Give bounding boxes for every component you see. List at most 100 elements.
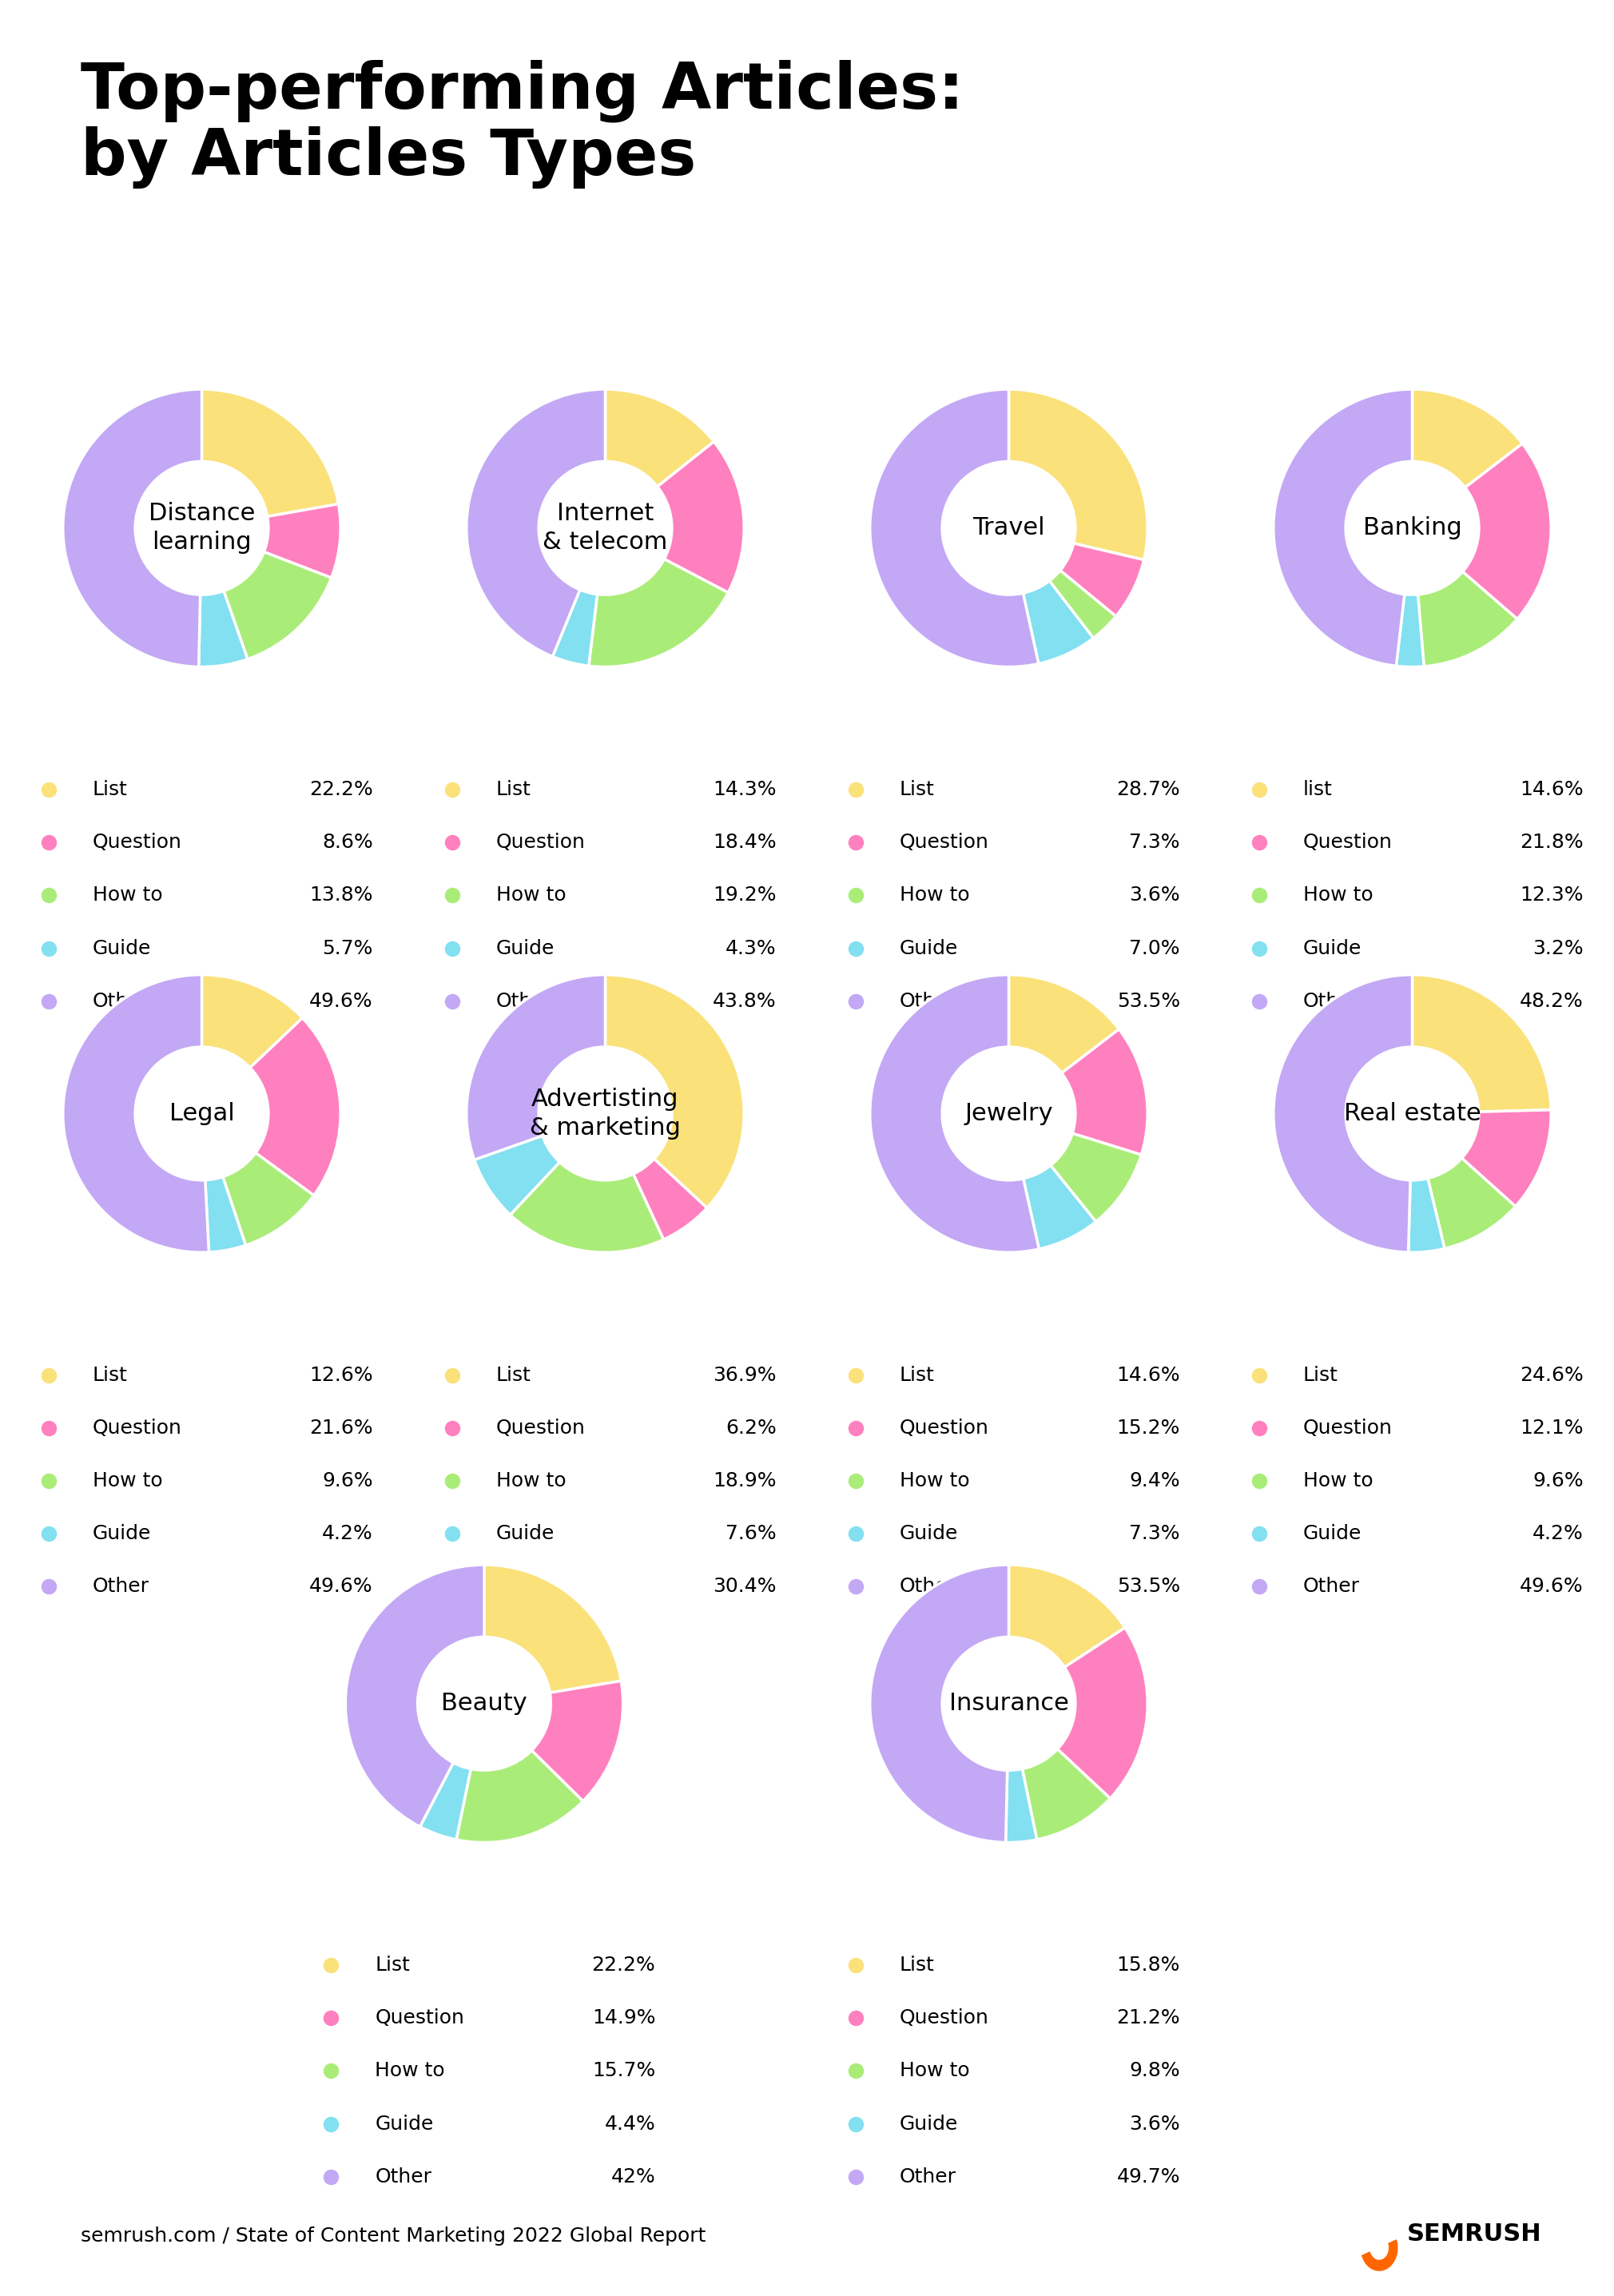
Text: How to: How to	[374, 2062, 445, 2080]
Text: 3.2%: 3.2%	[1533, 939, 1583, 957]
Text: by Articles Types: by Articles Types	[81, 126, 696, 188]
Text: List: List	[495, 1366, 531, 1384]
Text: 4.3%: 4.3%	[726, 939, 776, 957]
Text: Other: Other	[1302, 992, 1359, 1010]
Text: 15.7%: 15.7%	[592, 2062, 655, 2080]
Text: 14.6%: 14.6%	[1117, 1366, 1180, 1384]
Text: 48.2%: 48.2%	[1520, 992, 1583, 1010]
Text: Question: Question	[495, 1419, 586, 1437]
Wedge shape	[1009, 390, 1148, 560]
Text: How to: How to	[1302, 886, 1374, 905]
Text: List: List	[899, 781, 935, 799]
Wedge shape	[657, 441, 744, 592]
Text: list: list	[1302, 781, 1333, 799]
Wedge shape	[63, 976, 208, 1251]
Wedge shape	[224, 551, 331, 659]
Text: 18.4%: 18.4%	[713, 833, 776, 852]
Wedge shape	[870, 976, 1039, 1251]
Wedge shape	[1273, 390, 1412, 666]
Text: 9.6%: 9.6%	[1533, 1472, 1583, 1490]
Text: Beauty: Beauty	[441, 1692, 528, 1715]
Wedge shape	[1412, 976, 1551, 1111]
Text: 53.5%: 53.5%	[1117, 992, 1180, 1010]
Text: How to: How to	[92, 1472, 163, 1490]
Wedge shape	[1273, 976, 1412, 1251]
Text: List: List	[92, 781, 128, 799]
Text: 21.6%: 21.6%	[310, 1419, 373, 1437]
Text: 15.2%: 15.2%	[1117, 1419, 1180, 1437]
Text: How to: How to	[899, 2062, 970, 2080]
Wedge shape	[202, 976, 302, 1068]
Text: 21.2%: 21.2%	[1117, 2009, 1180, 2027]
Wedge shape	[870, 1566, 1009, 1841]
Text: 28.7%: 28.7%	[1117, 781, 1180, 799]
Text: Guide: Guide	[1302, 1525, 1362, 1543]
Text: Travel: Travel	[973, 517, 1044, 540]
Text: 4.4%: 4.4%	[605, 2115, 655, 2133]
Wedge shape	[457, 1750, 583, 1841]
Text: 3.6%: 3.6%	[1130, 886, 1180, 905]
Text: Question: Question	[899, 2009, 989, 2027]
Text: How to: How to	[1302, 1472, 1374, 1490]
Wedge shape	[510, 1162, 663, 1251]
Wedge shape	[605, 390, 713, 487]
Wedge shape	[1006, 1768, 1036, 1841]
Text: 22.2%: 22.2%	[592, 1956, 655, 1975]
Text: 49.7%: 49.7%	[1117, 2167, 1180, 2186]
Wedge shape	[223, 1153, 313, 1244]
Text: Question: Question	[374, 2009, 465, 2027]
Wedge shape	[1396, 595, 1424, 666]
Wedge shape	[1049, 569, 1115, 638]
Text: 12.1%: 12.1%	[1520, 1419, 1583, 1437]
Text: List: List	[899, 1366, 935, 1384]
Text: 14.6%: 14.6%	[1520, 781, 1583, 799]
Text: Guide: Guide	[899, 2115, 959, 2133]
Text: 13.8%: 13.8%	[310, 886, 373, 905]
Text: 36.9%: 36.9%	[713, 1366, 776, 1384]
Wedge shape	[345, 1566, 484, 1828]
Text: Guide: Guide	[92, 939, 152, 957]
Text: Legal: Legal	[169, 1102, 234, 1125]
Text: 14.3%: 14.3%	[713, 781, 776, 799]
Text: Guide: Guide	[495, 1525, 555, 1543]
Wedge shape	[205, 1178, 245, 1251]
Text: Other: Other	[495, 992, 552, 1010]
Text: 43.8%: 43.8%	[713, 992, 776, 1010]
Wedge shape	[1062, 1029, 1148, 1155]
Wedge shape	[466, 976, 605, 1159]
Wedge shape	[1057, 1628, 1148, 1798]
Wedge shape	[1060, 544, 1144, 615]
Text: Top-performing Articles:: Top-performing Articles:	[81, 60, 964, 122]
Wedge shape	[1462, 443, 1551, 620]
Text: semrush.com / State of Content Marketing 2022 Global Report: semrush.com / State of Content Marketing…	[81, 2227, 705, 2245]
Text: 18.9%: 18.9%	[713, 1472, 776, 1490]
Wedge shape	[531, 1681, 623, 1800]
Text: Guide: Guide	[374, 2115, 434, 2133]
Wedge shape	[1009, 976, 1119, 1072]
Text: Question: Question	[92, 1419, 182, 1437]
Wedge shape	[1023, 581, 1093, 664]
Text: Banking: Banking	[1362, 517, 1462, 540]
Wedge shape	[1023, 1166, 1096, 1249]
Text: SEMRUSH: SEMRUSH	[1407, 2223, 1541, 2245]
Wedge shape	[475, 1137, 560, 1215]
Text: Other: Other	[92, 992, 148, 1010]
Text: Other: Other	[374, 2167, 431, 2186]
Text: 12.6%: 12.6%	[310, 1366, 373, 1384]
Text: Advertisting
& marketing: Advertisting & marketing	[529, 1088, 681, 1139]
Text: 42%: 42%	[612, 2167, 655, 2186]
Text: 4.2%: 4.2%	[323, 1525, 373, 1543]
Text: 9.4%: 9.4%	[1130, 1472, 1180, 1490]
Text: List: List	[899, 1956, 935, 1975]
Text: 24.6%: 24.6%	[1520, 1366, 1583, 1384]
Wedge shape	[1022, 1750, 1110, 1839]
Text: 7.3%: 7.3%	[1130, 1525, 1180, 1543]
Wedge shape	[63, 390, 202, 666]
Text: How to: How to	[92, 886, 163, 905]
Text: How to: How to	[899, 1472, 970, 1490]
Text: Guide: Guide	[92, 1525, 152, 1543]
Text: 5.7%: 5.7%	[323, 939, 373, 957]
Text: 7.0%: 7.0%	[1130, 939, 1180, 957]
Text: Other: Other	[495, 1577, 552, 1596]
Wedge shape	[420, 1763, 471, 1839]
